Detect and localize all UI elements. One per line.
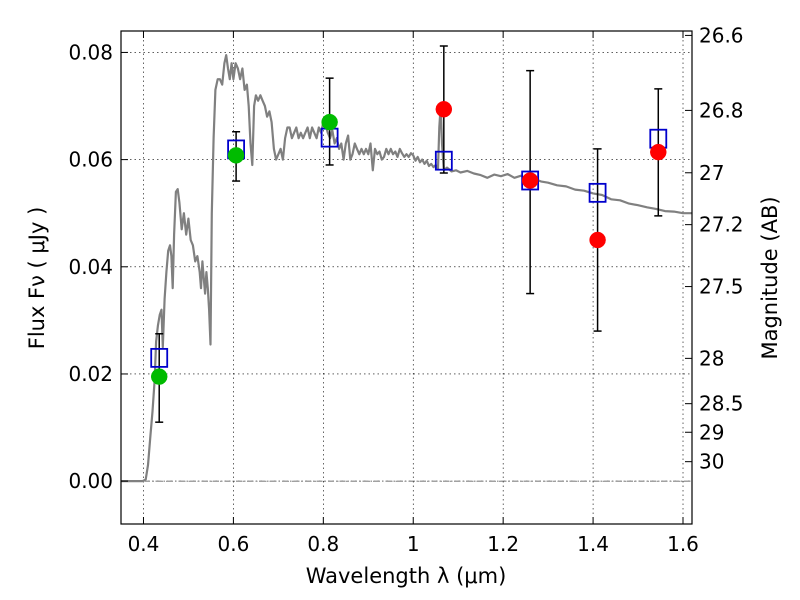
magnitude-tick-label: 29: [699, 420, 724, 444]
model-spectrum: [121, 54, 692, 483]
measured-point: [321, 113, 338, 131]
measured-point: [589, 231, 606, 249]
measured-point: [650, 143, 667, 161]
x-tick-label: 0.8: [307, 532, 339, 556]
plot-frame: [120, 30, 693, 525]
x-tick-label: 1.4: [577, 532, 609, 556]
grid: [121, 31, 692, 524]
y-tick-label: 0.04: [68, 255, 113, 279]
measured-point: [227, 147, 245, 164]
y-axis-label: Flux Fν ( μJy ): [25, 207, 49, 350]
error-bars: [155, 45, 663, 423]
x-tick-label: 1.6: [667, 532, 699, 556]
magnitude-tick-label: 26.6: [699, 23, 744, 47]
measured-point: [521, 172, 539, 189]
model-flux-square: [434, 150, 453, 171]
magnitude-tick-label: 30: [699, 450, 724, 474]
measured-point: [435, 100, 453, 118]
tick-labels: 0.4 0.6 0.8 1 1.2 1.4 1.6 0.00 0.02 0.04 0.06 0.08 2…: [68, 23, 743, 556]
measured-points: [150, 100, 667, 385]
magnitude-tick-label: 27: [699, 161, 724, 185]
x-tick-label: 1.2: [487, 532, 519, 556]
axis-ticks: [121, 31, 692, 524]
spectrum-line: [121, 54, 692, 483]
y-tick-label: 0.00: [68, 469, 113, 493]
x-axis-label: Wavelength λ (μm): [306, 564, 507, 588]
measured-point: [150, 368, 168, 385]
magnitude-tick-label: 26.8: [699, 98, 744, 122]
magnitude-tick-label: 27.5: [699, 275, 744, 299]
model-flux-square: [150, 347, 169, 368]
model-flux-markers: [150, 127, 668, 368]
magnitude-tick-label: 27.2: [699, 213, 744, 237]
y-tick-label: 0.06: [68, 148, 113, 172]
magnitude-tick-label: 28.5: [699, 392, 744, 416]
model-flux-square: [588, 182, 607, 203]
x-tick-label: 1: [407, 532, 420, 556]
magnitude-tick-label: 28: [699, 346, 724, 370]
x-tick-label: 0.4: [128, 532, 160, 556]
x-tick-label: 0.6: [217, 532, 249, 556]
y-tick-label: 0.08: [68, 40, 113, 64]
y-tick-label: 0.02: [68, 362, 113, 386]
y-axis-right-label: Magnitude (AB): [758, 196, 782, 359]
